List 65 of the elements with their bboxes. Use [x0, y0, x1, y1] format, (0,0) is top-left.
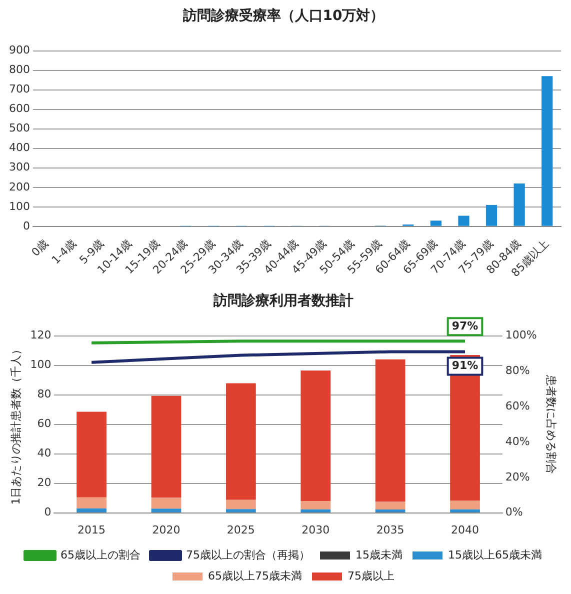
y-axis-title: 1日あたりの推計患者数（千人）: [9, 344, 22, 505]
x-tick-label: 2015: [78, 523, 106, 536]
bar: [375, 359, 406, 502]
y-tick-label: 60: [37, 417, 52, 430]
legend-label: 65歳以上75歳未満: [208, 569, 302, 582]
y-tick-label: 0: [22, 219, 30, 232]
bar: [514, 184, 525, 226]
bar: [76, 412, 106, 498]
chart-title: 訪問診療受療率（人口10万対）: [182, 7, 384, 24]
bar: [450, 500, 480, 510]
legend-label: 75歳以上の割合（再掲）: [186, 548, 310, 562]
x-tick-label: 2040: [451, 523, 480, 536]
y-tick-label: 0: [44, 506, 52, 519]
x-tick-label: 2035: [376, 523, 404, 536]
legend-label: 15歳以上65歳未満: [448, 548, 542, 562]
bar: [76, 497, 106, 508]
y-tick-label: 600: [8, 102, 30, 116]
y2-tick-label: 20%: [505, 470, 530, 484]
y-tick-label: 800: [8, 63, 30, 76]
x-tick-label: 2030: [302, 523, 330, 536]
y2-tick-label: 60%: [505, 399, 530, 412]
y-tick-label: 120: [30, 328, 52, 342]
bar: [151, 508, 182, 512]
bar: [375, 502, 406, 510]
y-tick-label: 100: [30, 358, 52, 372]
legend-label: 65歳以上の割合: [60, 548, 141, 562]
chart-title: 訪問診療利用者数推計: [212, 292, 354, 310]
y2-tick-label: 0%: [505, 506, 523, 519]
y-tick-label: 700: [8, 82, 30, 96]
y-tick-label: 80: [37, 388, 52, 401]
bar: [430, 220, 442, 226]
bar: [226, 383, 256, 500]
legend-label: 75歳以上: [348, 569, 394, 582]
y2-axis-title: 患者数に占める割合: [544, 374, 558, 474]
bar: [542, 76, 553, 226]
y2-tick-label: 40%: [505, 434, 530, 448]
x-tick-label: 1-4歳: [49, 237, 79, 267]
bar: [151, 498, 182, 509]
legend-label: 15歳未満: [356, 548, 402, 562]
bar: [300, 509, 331, 512]
bar: [486, 204, 498, 226]
y-tick-label: 300: [8, 160, 30, 174]
bar: [226, 500, 256, 510]
bar: [458, 216, 470, 226]
bar: [226, 509, 256, 512]
bar: [300, 370, 331, 501]
y-tick-label: 900: [8, 44, 30, 57]
y-tick-label: 100: [8, 200, 30, 213]
bar: [151, 396, 182, 498]
bar: [76, 508, 106, 512]
y-tick-label: 40: [37, 446, 52, 460]
bar: [450, 509, 480, 512]
x-tick-label: 2025: [226, 523, 255, 536]
y-tick-label: 20: [37, 476, 52, 490]
y-tick-label: 200: [8, 180, 30, 194]
y-tick-label: 500: [8, 122, 30, 135]
data-label: 97%: [452, 319, 478, 332]
y-tick-label: 400: [8, 141, 30, 154]
data-label: 91%: [452, 359, 478, 372]
y2-tick-label: 80%: [505, 364, 530, 378]
x-tick-label: 0歳: [29, 237, 52, 259]
bar: [375, 510, 406, 512]
x-tick-label: 2020: [152, 523, 180, 536]
y2-tick-label: 100%: [505, 328, 537, 342]
bar: [300, 501, 331, 510]
